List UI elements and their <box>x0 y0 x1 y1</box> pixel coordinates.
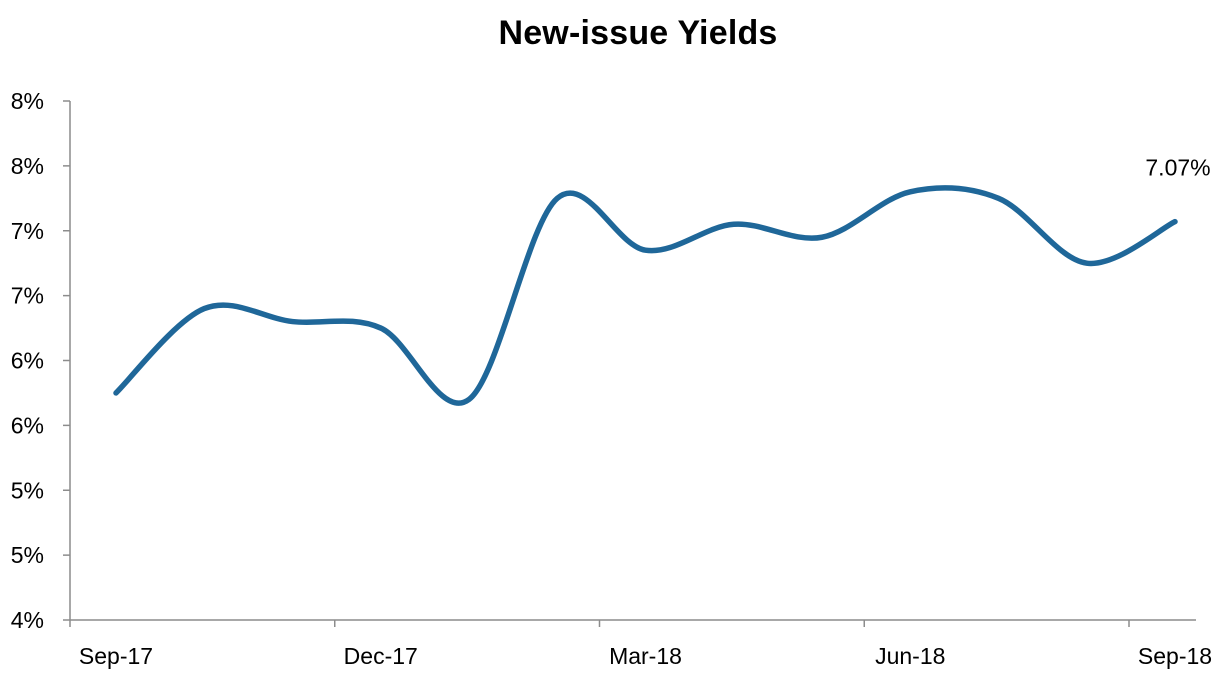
chart-axes <box>69 101 1196 621</box>
chart-series <box>113 185 1178 406</box>
y-tick-label: 7% <box>11 218 44 244</box>
x-tick-label: Dec-17 <box>344 643 418 669</box>
chart-title: New-issue Yields <box>498 14 778 52</box>
chart-ticks: 4% 5% 5% 6% 6% 7% 7% 8% 8% Sep-17 Dec-17 Mar-18 Jun-… <box>11 88 1212 669</box>
chart-annotations: 7.07% <box>1145 155 1210 181</box>
data-label: 7.07% <box>1145 155 1210 181</box>
y-tick-label: 6% <box>11 412 44 438</box>
y-tick-label: 5% <box>11 477 44 503</box>
x-tick-label: Mar-18 <box>609 643 682 669</box>
y-tick-label: 4% <box>11 607 44 633</box>
y-tick-label: 6% <box>11 348 44 374</box>
y-tick-label: 7% <box>11 283 44 309</box>
x-tick-label: Sep-18 <box>1138 643 1212 669</box>
y-tick-label: 8% <box>11 153 44 179</box>
x-tick-label: Jun-18 <box>875 643 945 669</box>
y-tick-label: 5% <box>11 542 44 568</box>
x-tick-label: Sep-17 <box>79 643 153 669</box>
series-line <box>113 185 1178 406</box>
y-tick-label: 8% <box>11 88 44 114</box>
